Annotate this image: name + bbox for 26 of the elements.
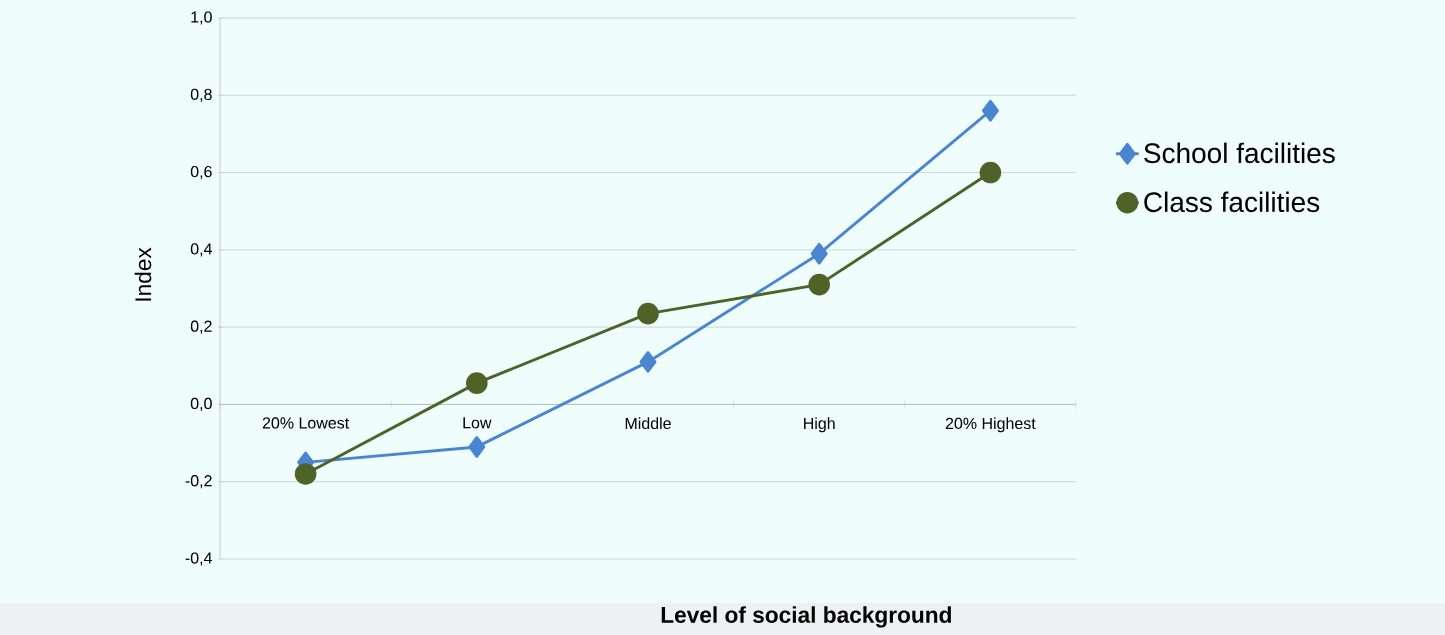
point [981,99,999,122]
x-tick-label: Low [463,417,492,429]
y-tick-label: 0,6 [190,165,212,180]
x-axis-title: Level of social background [661,606,951,628]
y-tick-label: 0,0 [190,397,212,412]
point [979,161,1002,184]
y-tick-label: -0,2 [185,475,212,489]
y-tick-label: 0,8 [190,88,212,102]
legend-label: Class facilities [1144,191,1320,213]
point [810,242,828,265]
y-tick-label: -0,4 [185,552,212,566]
point [468,436,486,458]
x-tick-label: High [804,417,835,433]
y-axis-title: Index [134,247,152,301]
point [294,463,317,485]
legend-label: School facilities [1144,142,1335,164]
point [466,372,488,394]
x-tick-label: 20% Lowest [262,417,350,429]
x-tick-label: Middle [625,417,671,430]
x-tick-label: 20% Highest [945,417,1036,433]
y-tick-label: 1,0 [191,11,212,25]
point [808,273,831,296]
point [639,351,657,373]
y-tick-label: 0,2 [190,320,212,334]
y-tick-label: 0,4 [190,243,212,257]
point [637,302,659,325]
